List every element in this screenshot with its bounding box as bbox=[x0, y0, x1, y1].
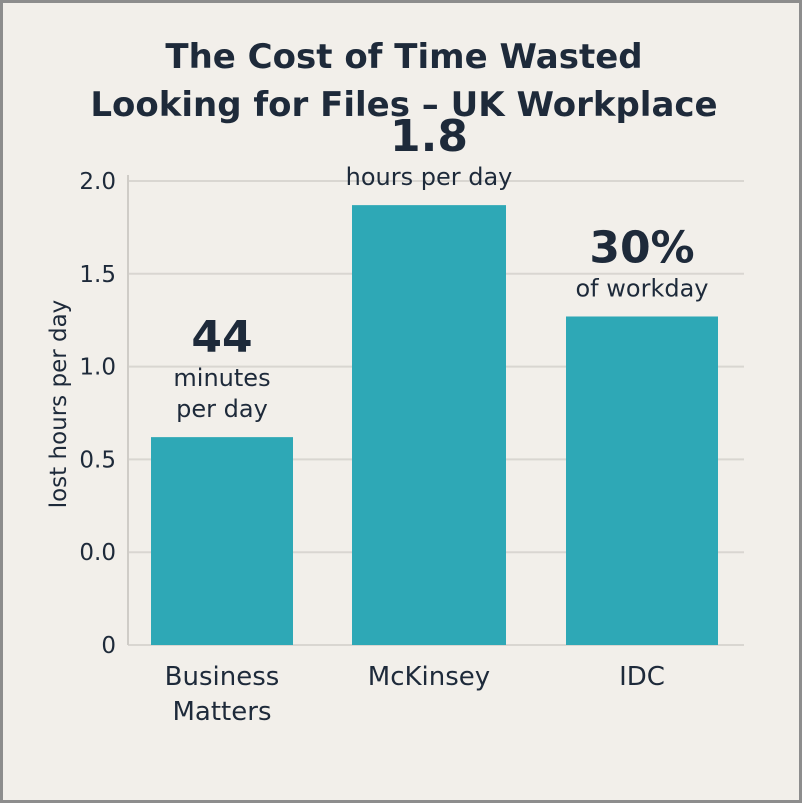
x-category-label: IDC bbox=[619, 662, 665, 692]
y-tick-label: 1.5 bbox=[79, 262, 116, 288]
x-category-label: Matters bbox=[173, 697, 272, 727]
bar-unit-label: of workday bbox=[576, 274, 709, 302]
y-tick-label: 0.5 bbox=[79, 447, 116, 473]
y-tick-label: 2.0 bbox=[79, 169, 116, 195]
bar bbox=[566, 316, 718, 645]
y-tick-label: 0.0 bbox=[79, 540, 116, 566]
bar-value-label: 44 bbox=[191, 312, 252, 363]
bar-unit-label: per day bbox=[176, 395, 268, 423]
y-axis-title: lost hours per day bbox=[46, 300, 72, 509]
x-category-label: McKinsey bbox=[368, 662, 490, 692]
chart-title-line-1: The Cost of Time Wasted bbox=[165, 37, 643, 77]
bar-unit-label: minutes bbox=[173, 364, 270, 392]
x-category-label: Business bbox=[165, 662, 280, 692]
bar bbox=[151, 437, 293, 645]
bar bbox=[352, 205, 506, 646]
y-tick-label: 0 bbox=[101, 633, 116, 659]
chart-title-line-2: Looking for Files – UK Workplace bbox=[90, 85, 718, 125]
bar-value-label: 30% bbox=[589, 222, 694, 273]
bar-unit-label: hours per day bbox=[346, 163, 513, 191]
chart-title: The Cost of Time Wasted Looking for File… bbox=[3, 33, 802, 129]
y-tick-label: 1.0 bbox=[79, 355, 116, 381]
bar-value-label: 1.8 bbox=[390, 111, 468, 162]
